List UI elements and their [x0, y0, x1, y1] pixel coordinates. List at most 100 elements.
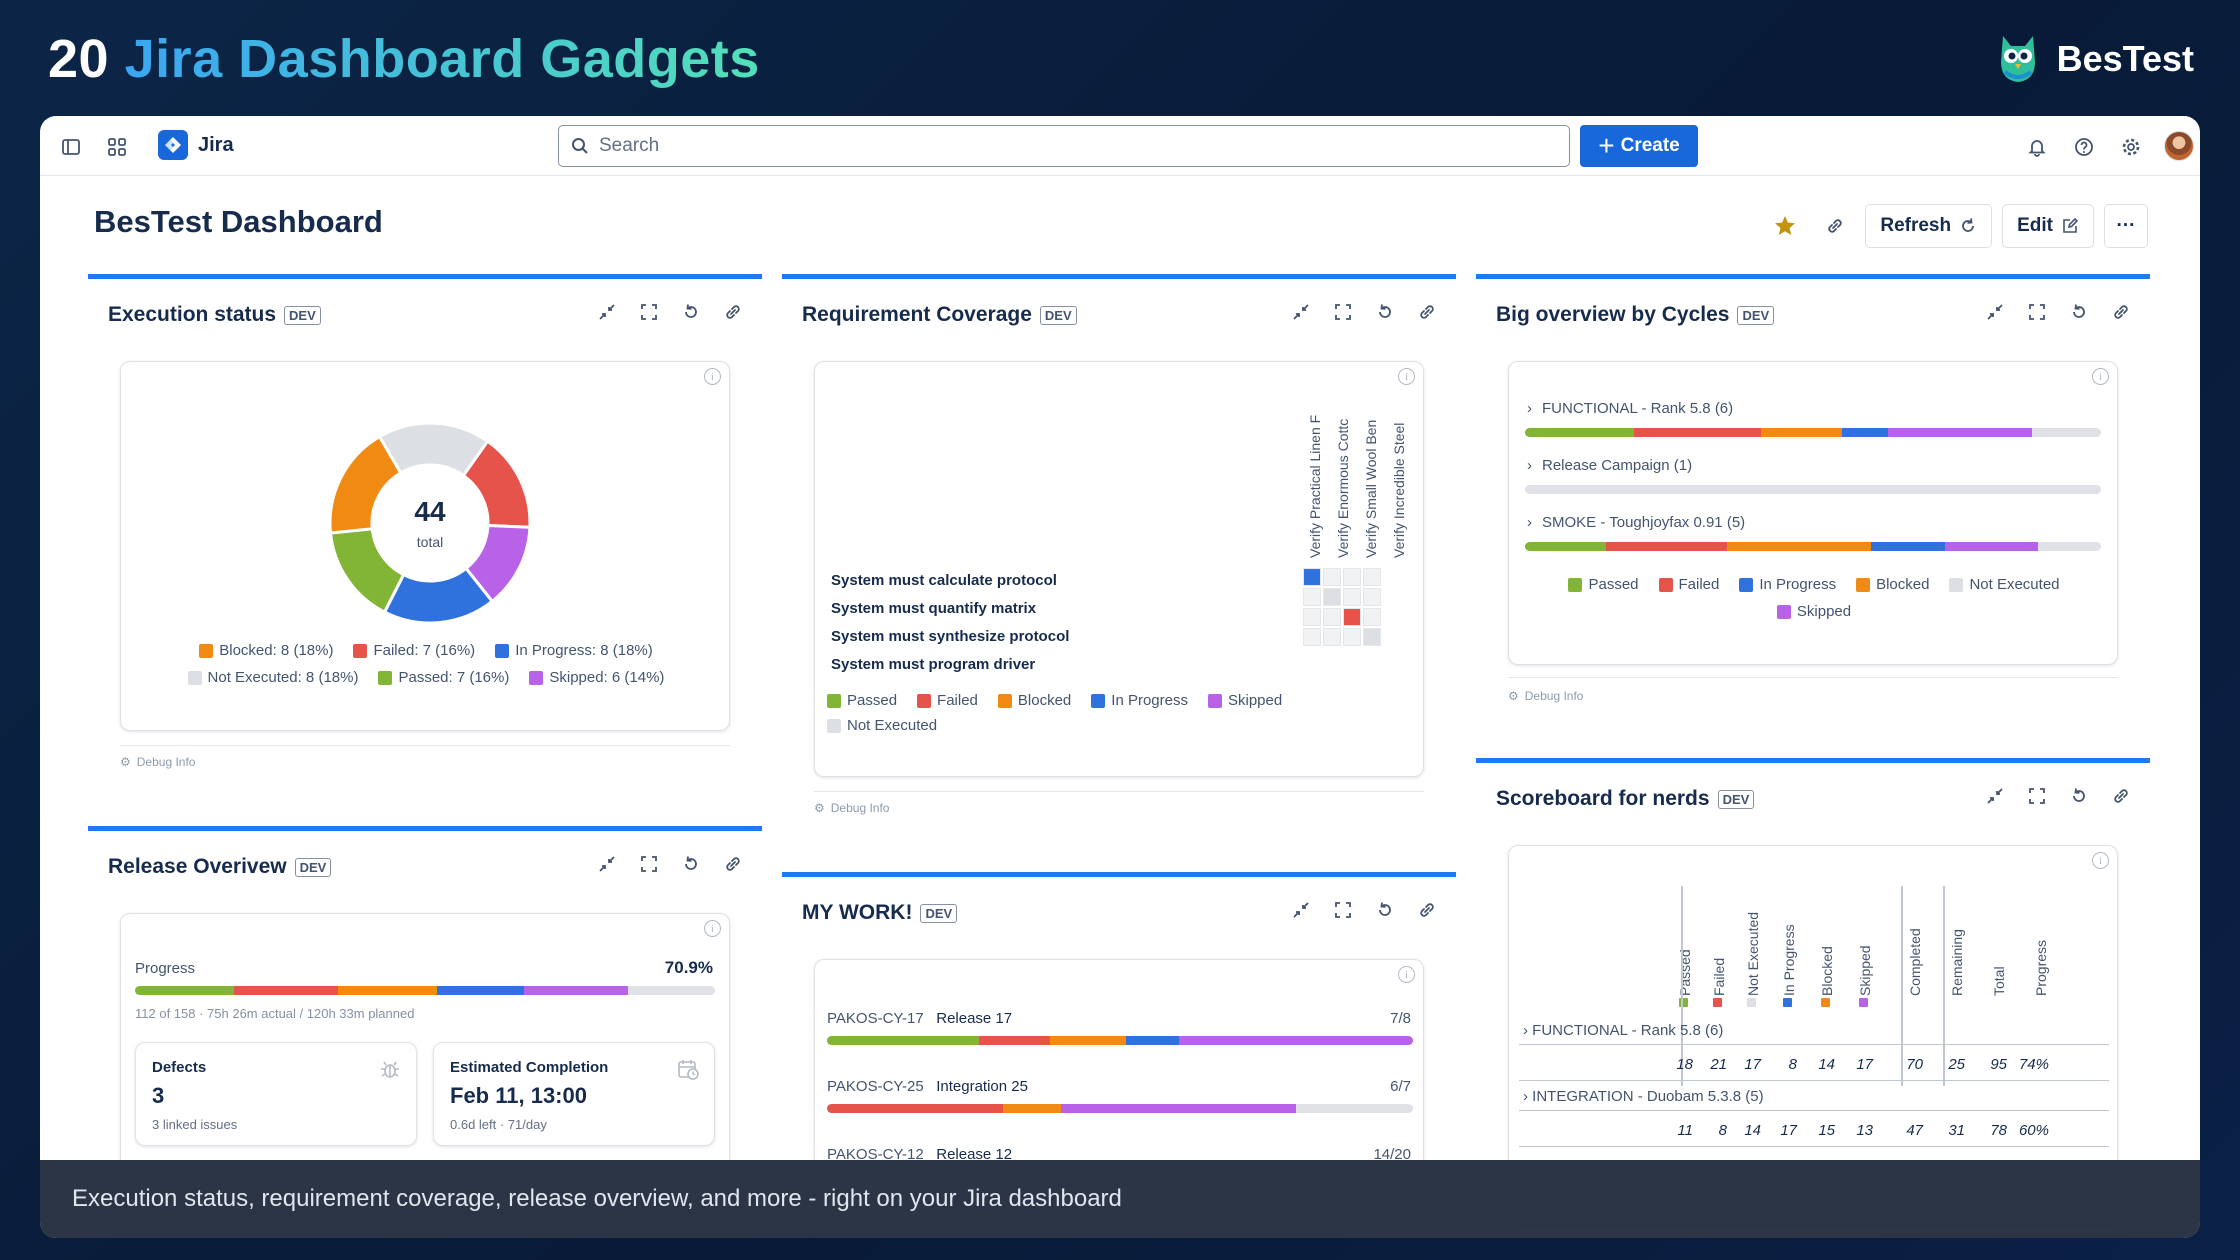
link-icon[interactable]	[722, 853, 744, 875]
divider	[814, 791, 1424, 792]
refresh-button[interactable]: Refresh	[1865, 204, 1993, 248]
info-icon[interactable]: i	[1398, 368, 1415, 385]
edit-button[interactable]: Edit	[2002, 204, 2094, 248]
sidebar-toggle-icon[interactable]	[58, 134, 84, 160]
info-icon[interactable]: i	[704, 368, 721, 385]
coverage-cell[interactable]	[1323, 588, 1341, 606]
link-icon[interactable]	[722, 301, 744, 323]
search-input[interactable]	[599, 135, 1499, 157]
link-icon[interactable]	[1416, 899, 1438, 921]
info-icon[interactable]: i	[2092, 852, 2109, 869]
fullscreen-icon[interactable]	[2026, 301, 2048, 323]
work-item-row[interactable]: PAKOS-CY-17 Release 17	[827, 1010, 1012, 1027]
legend-swatch	[1949, 577, 1964, 592]
cycle-row[interactable]: › FUNCTIONAL - Rank 5.8 (6)	[1527, 400, 1733, 417]
coverage-cell[interactable]	[1323, 608, 1341, 626]
fullscreen-icon[interactable]	[1332, 301, 1354, 323]
scoreboard-cell: 13	[1856, 1122, 1873, 1139]
legend-item-not-executed: Not Executed	[827, 717, 937, 734]
reload-icon[interactable]	[1374, 301, 1396, 323]
minimize-icon[interactable]	[1290, 301, 1312, 323]
coverage-cell[interactable]	[1363, 608, 1381, 626]
link-icon[interactable]	[2110, 785, 2132, 807]
work-item-row[interactable]: PAKOS-CY-12 Release 12	[827, 1146, 1012, 1163]
fullscreen-icon[interactable]	[638, 301, 660, 323]
info-icon[interactable]: i	[2092, 368, 2109, 385]
legend-item-in-progress: In Progress: 8 (18%)	[495, 642, 653, 659]
scoreboard-cell: 60%	[2018, 1122, 2049, 1139]
cycles-card: i › FUNCTIONAL - Rank 5.8 (6) › Release Ca…	[1508, 361, 2118, 665]
notifications-bell-icon[interactable]	[2024, 134, 2050, 160]
jira-home-link[interactable]: Jira	[158, 130, 234, 160]
gadget-toolbar	[596, 301, 744, 323]
star-icon[interactable]	[1765, 206, 1805, 246]
app-switcher-icon[interactable]	[104, 134, 130, 160]
coverage-cell[interactable]	[1343, 588, 1361, 606]
coverage-cell[interactable]	[1343, 628, 1361, 646]
legend-label: Passed	[1588, 576, 1639, 593]
reload-icon[interactable]	[680, 301, 702, 323]
more-actions-button[interactable]: ···	[2104, 204, 2148, 248]
link-icon[interactable]	[1416, 301, 1438, 323]
scoreboard-cell: 47	[1906, 1122, 1923, 1139]
info-icon[interactable]: i	[704, 920, 721, 937]
scoreboard-divider	[1681, 886, 1683, 1086]
minimize-icon[interactable]	[1290, 899, 1312, 921]
copy-link-icon[interactable]	[1815, 206, 1855, 246]
legend-label: In Progress: 8 (18%)	[515, 642, 653, 659]
coverage-cell[interactable]	[1363, 628, 1381, 646]
fullscreen-icon[interactable]	[638, 853, 660, 875]
scoreboard-cell: 25	[1948, 1056, 1965, 1073]
coverage-cell[interactable]	[1343, 568, 1361, 586]
coverage-cell[interactable]	[1303, 588, 1321, 606]
legend-item-failed: Failed	[1658, 576, 1719, 593]
info-icon[interactable]: i	[1398, 966, 1415, 983]
coverage-cell[interactable]	[1303, 568, 1321, 586]
dashboard-actions: Refresh Edit ···	[1765, 204, 2148, 248]
estimated-completion-card[interactable]: Estimated Completion Feb 11, 13:00 0.6d …	[433, 1042, 715, 1146]
legend-swatch	[917, 693, 932, 708]
defects-card[interactable]: Defects 3 3 linked issues	[135, 1042, 417, 1146]
fullscreen-icon[interactable]	[2026, 785, 2048, 807]
settings-gear-icon[interactable]	[2118, 134, 2144, 160]
work-item-count: 7/8	[1390, 1010, 1411, 1027]
minimize-icon[interactable]	[596, 301, 618, 323]
donut-total-label: total	[416, 534, 444, 550]
minimize-icon[interactable]	[1984, 785, 2006, 807]
reload-icon[interactable]	[680, 853, 702, 875]
legend-label: In Progress	[1759, 576, 1837, 593]
scoreboard-row-label[interactable]: › FUNCTIONAL - Rank 5.8 (6)	[1523, 1022, 1724, 1039]
coverage-cell[interactable]	[1303, 608, 1321, 626]
user-avatar[interactable]	[2164, 131, 2194, 161]
coverage-cell[interactable]	[1363, 568, 1381, 586]
fullscreen-icon[interactable]	[1332, 899, 1354, 921]
scoreboard-row-label[interactable]: › INTEGRATION - Duobam 5.3.8 (5)	[1523, 1088, 1764, 1105]
create-button[interactable]: + Create	[1580, 125, 1698, 167]
coverage-cell[interactable]	[1323, 568, 1341, 586]
coverage-cell[interactable]	[1343, 608, 1361, 626]
reload-icon[interactable]	[2068, 301, 2090, 323]
gadget-title: Scoreboard for nerds	[1496, 787, 1710, 810]
search-box[interactable]	[558, 125, 1570, 167]
minimize-icon[interactable]	[1984, 301, 2006, 323]
minimize-icon[interactable]	[596, 853, 618, 875]
debug-info-link[interactable]: ⚙ Debug Info	[120, 755, 195, 769]
donut-slice[interactable]	[382, 566, 495, 625]
coverage-cell[interactable]	[1363, 588, 1381, 606]
reload-icon[interactable]	[1374, 899, 1396, 921]
cycle-row[interactable]: › SMOKE - Toughjoyfax 0.91 (5)	[1527, 514, 1745, 531]
help-icon[interactable]	[2071, 134, 2097, 160]
work-item-row[interactable]: PAKOS-CY-25 Integration 25	[827, 1078, 1028, 1095]
owl-logo-icon	[2000, 36, 2035, 82]
cycle-row[interactable]: › Release Campaign (1)	[1527, 457, 1692, 474]
edit-pencil-icon	[2063, 217, 2079, 233]
scoreboard-column-label: Failed	[1711, 957, 1727, 996]
reload-icon[interactable]	[2068, 785, 2090, 807]
progress-label: Progress	[135, 960, 196, 977]
coverage-cell[interactable]	[1323, 628, 1341, 646]
coverage-cell[interactable]	[1303, 628, 1321, 646]
debug-info-link[interactable]: ⚙ Debug Info	[1508, 689, 1583, 703]
link-icon[interactable]	[2110, 301, 2132, 323]
gadget-big-overview: Big overview by Cycles DEV i › FUNCTIONAL …	[1476, 274, 2150, 754]
debug-info-link[interactable]: ⚙ Debug Info	[814, 801, 889, 815]
